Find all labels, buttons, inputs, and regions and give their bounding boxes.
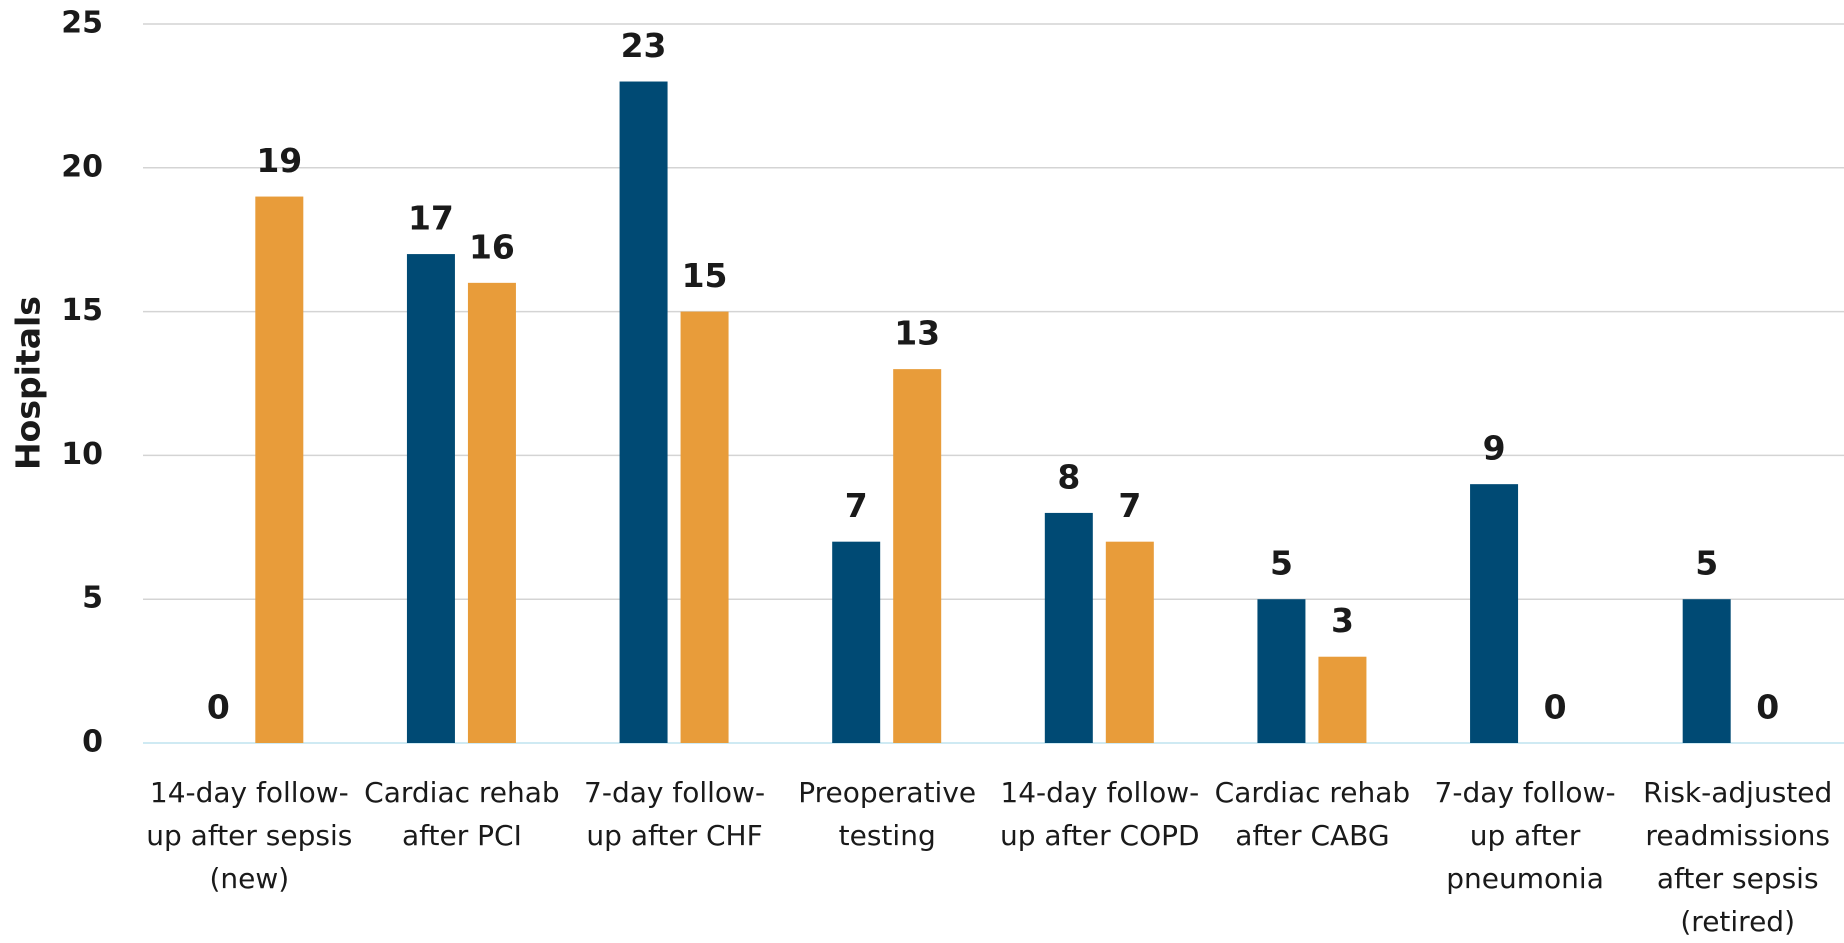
x-tick-label: 7-day follow-up after CHF — [584, 776, 766, 852]
bar — [1682, 599, 1731, 743]
bar — [1257, 599, 1306, 743]
bar — [1318, 656, 1367, 743]
value-label: 3 — [1331, 601, 1354, 640]
y-tick-label: 10 — [61, 437, 103, 472]
value-label: 8 — [1057, 457, 1080, 496]
bar — [467, 282, 516, 743]
y-tick-label: 15 — [61, 293, 103, 328]
y-tick-label: 25 — [61, 6, 103, 41]
x-tick-label: Cardiac rehab after CABG — [1214, 776, 1411, 852]
x-tick-label: 7-day follow-up after pneumonia — [1434, 776, 1616, 895]
x-tick-label: 14-day follow-up after sepsis (new) — [146, 776, 353, 895]
value-label: 9 — [1483, 429, 1506, 468]
value-label: 19 — [256, 141, 302, 180]
x-tick-label: Risk-adjusted readmissions after sepsis … — [1643, 776, 1833, 938]
x-tick-label: 14-day follow-up after COPD — [1000, 776, 1200, 852]
value-label: 15 — [682, 256, 728, 295]
value-label: 13 — [894, 314, 940, 353]
value-label: 7 — [845, 486, 868, 525]
bar — [832, 541, 881, 743]
bar — [406, 254, 455, 743]
bar — [893, 369, 942, 743]
value-label: 5 — [1695, 544, 1718, 583]
x-tick-label: Preoperative testing — [798, 776, 977, 852]
bar — [1105, 541, 1154, 743]
y-axis-label: Hospitals — [9, 296, 48, 470]
y-tick-label: 20 — [61, 149, 103, 184]
x-tick-label: Cardiac rehab after PCI — [364, 776, 560, 852]
value-label: 16 — [469, 227, 515, 266]
value-label: 17 — [408, 199, 454, 238]
bar — [1470, 484, 1519, 743]
bar — [1044, 512, 1093, 743]
value-label: 0 — [1544, 688, 1567, 727]
y-tick-label: 5 — [82, 581, 103, 616]
value-label: 5 — [1270, 544, 1293, 583]
value-label: 7 — [1118, 486, 1141, 525]
bar — [619, 81, 668, 743]
bar — [680, 311, 729, 743]
value-label: 0 — [207, 688, 230, 727]
bar — [255, 196, 304, 743]
value-label: 23 — [621, 26, 667, 65]
y-tick-label: 0 — [82, 725, 103, 760]
value-label: 0 — [1756, 688, 1779, 727]
